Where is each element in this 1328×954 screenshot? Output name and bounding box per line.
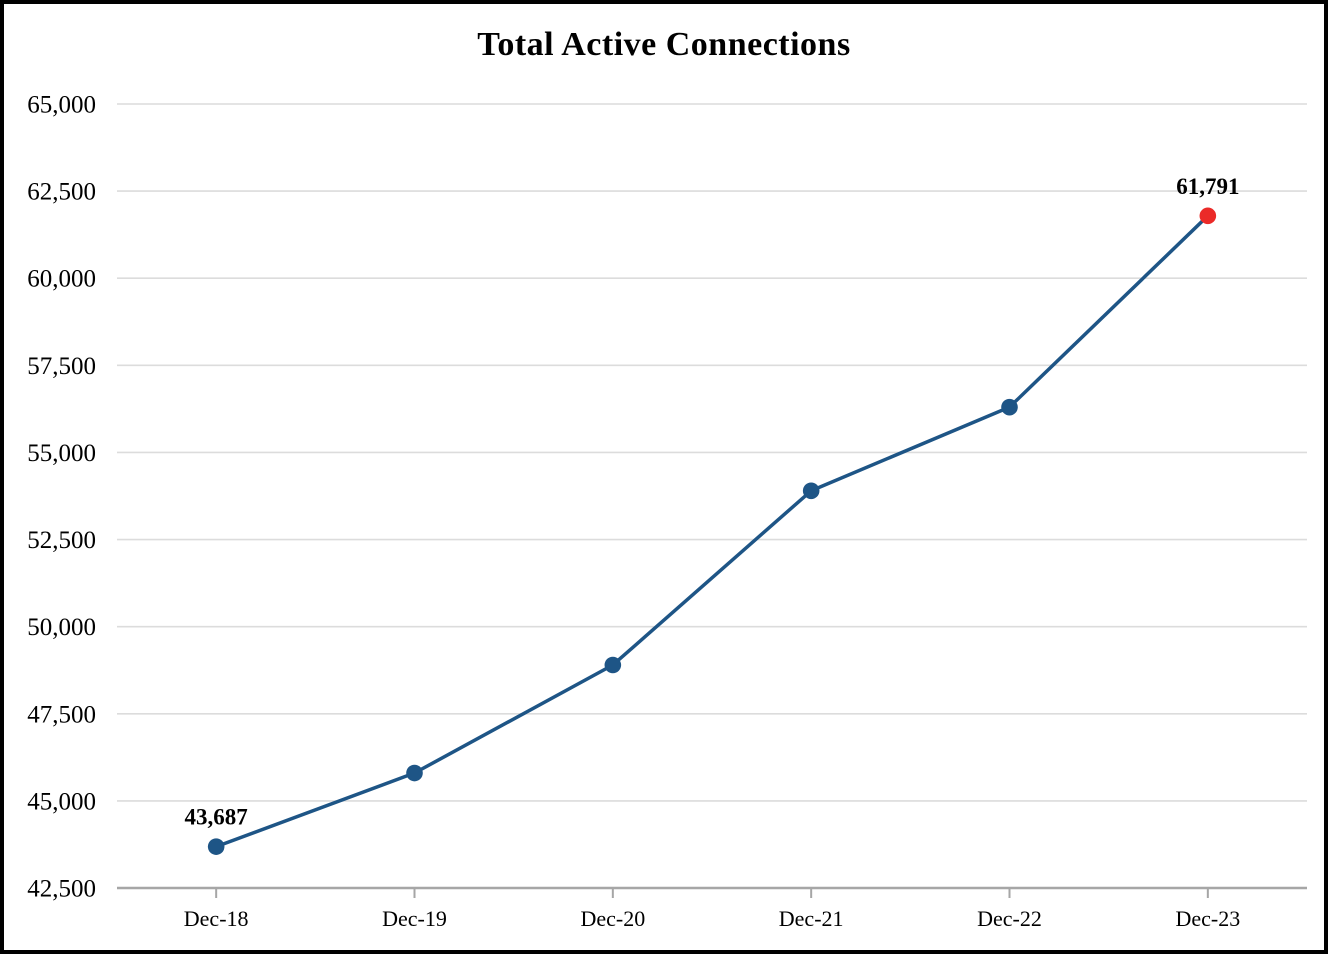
y-axis-tick-label: 52,500	[27, 527, 96, 554]
data-point-label: 43,687	[185, 805, 248, 830]
x-axis-tick-label: Dec-23	[1175, 906, 1240, 931]
x-axis-tick-label: Dec-21	[779, 906, 844, 931]
data-point-marker-last	[1199, 207, 1217, 225]
y-axis-tick-label: 62,500	[27, 179, 96, 206]
x-axis-tick-label: Dec-20	[580, 906, 645, 931]
series-line	[214, 214, 1210, 849]
chart-title: Total Active Connections	[477, 26, 851, 63]
data-point-marker	[207, 838, 225, 855]
y-axis-tick-label: 50,000	[27, 614, 96, 641]
data-point-marker	[802, 482, 820, 500]
data-point-marker	[406, 764, 423, 782]
x-axis-tick-label: Dec-22	[977, 906, 1042, 931]
y-axis-tick-label: 60,000	[27, 266, 96, 293]
y-axis-tick-label: 55,000	[27, 440, 96, 467]
data-point-marker	[604, 656, 622, 674]
y-axis-tick-label: 47,500	[27, 701, 96, 728]
x-axis-tick-label: Dec-19	[382, 906, 447, 931]
data-point-marker	[1001, 398, 1018, 416]
y-axis-tick-label: 57,500	[27, 353, 96, 380]
line-chart: 42,500 45,000 47,500 50,000 52,500 55,000 57,5…	[27, 92, 1307, 931]
y-axis-tick-label: 65,000	[27, 92, 96, 119]
x-axis-tick-label: Dec-18	[184, 906, 249, 931]
y-axis-tick-label: 45,000	[27, 788, 96, 815]
data-point-label: 61,791	[1176, 174, 1239, 199]
y-axis-tick-label: 42,500	[27, 876, 96, 903]
